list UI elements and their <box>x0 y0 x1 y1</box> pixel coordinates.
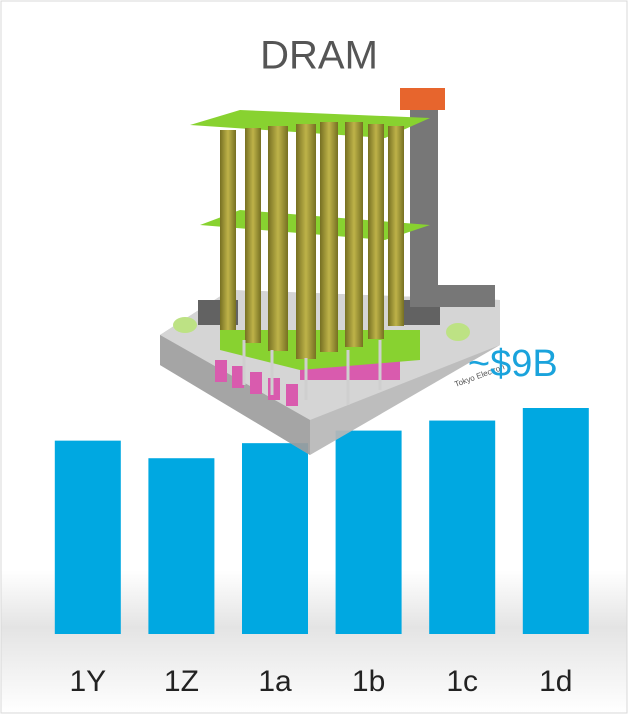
value-label: ~$9B <box>468 343 558 385</box>
bars <box>54 408 589 634</box>
bar <box>335 430 402 634</box>
chart-title: DRAM <box>260 34 378 78</box>
x-tick-label: 1b <box>352 665 385 698</box>
x-tick-label: 1Z <box>164 665 199 698</box>
bar <box>242 443 308 634</box>
x-tick-label: 1a <box>258 665 292 698</box>
illustration: Tokyo Electron <box>160 88 506 455</box>
bar <box>429 420 496 634</box>
x-tick-label: 1c <box>446 665 478 698</box>
bar <box>54 440 121 634</box>
bar <box>148 458 215 634</box>
x-tick-label: 1d <box>539 665 572 698</box>
x-tick-label: 1Y <box>69 665 106 698</box>
bar <box>522 408 589 634</box>
